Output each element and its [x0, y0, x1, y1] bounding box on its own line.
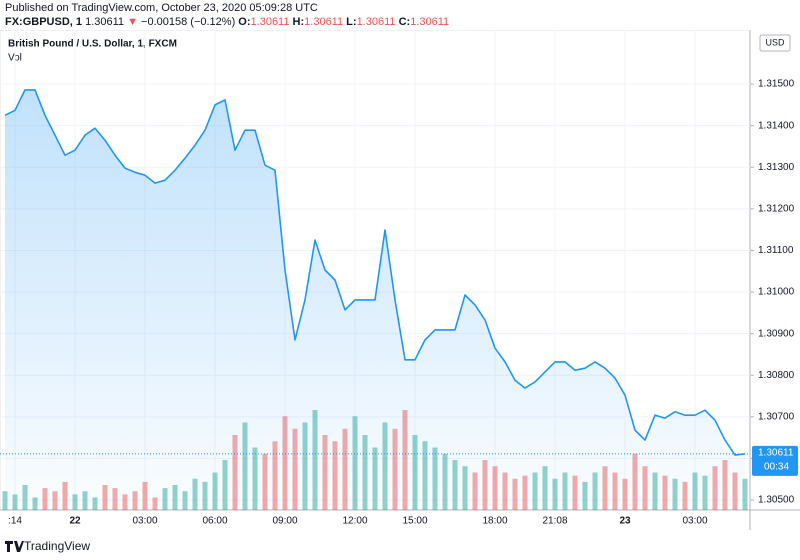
y-tick-label: 1.30800 — [758, 370, 795, 381]
h-label: H: — [292, 16, 305, 28]
y-tick-label: 1.31500 — [758, 79, 795, 90]
change: −0.00158 (−0.12%) — [141, 16, 236, 28]
published-note: Published on TradingView.com, October 23… — [5, 2, 318, 14]
o-label: O: — [238, 16, 251, 28]
x-tick-label: 03:00 — [132, 516, 157, 527]
price: 1.30611 — [85, 16, 125, 28]
symbol-bar: FX:GBPUSD, 1 1.30611 ▼ −0.00158 (−0.12%)… — [5, 16, 449, 28]
last-price-label: 1.30611 — [758, 447, 794, 458]
y-tick-label: 1.30700 — [758, 411, 795, 422]
y-tick-label: 1.31300 — [758, 162, 795, 173]
x-tick-label: 23 — [619, 516, 631, 527]
y-tick-label: 1.31400 — [758, 120, 795, 131]
x-tick-label: 12:00 — [342, 516, 367, 527]
l-label: L: — [346, 16, 357, 28]
y-tick-label: 1.31100 — [758, 245, 794, 256]
close: 1.30611 — [410, 16, 450, 28]
y-tick-label: 1.30500 — [758, 495, 795, 506]
countdown: 00:34 — [764, 461, 789, 472]
low: 1.30611 — [356, 16, 396, 28]
brand-logo — [5, 541, 24, 552]
currency: USD — [765, 37, 785, 47]
c-label: C: — [398, 16, 411, 28]
x-tick-label: 03:00 — [682, 516, 707, 527]
x-tick-label: :14 — [8, 516, 22, 527]
price-line — [4, 89, 746, 456]
brand: TradingView — [24, 539, 91, 553]
x-tick-label: 18:00 — [482, 516, 507, 527]
x-tick-label: 09:00 — [272, 516, 297, 527]
high: 1.30611 — [304, 16, 344, 28]
symbol: FX:GBPUSD, 1 — [5, 16, 83, 28]
y-tick-label: 1.31200 — [758, 203, 795, 214]
x-tick-label: 06:00 — [202, 516, 227, 527]
arrow: ▼ — [127, 16, 138, 28]
last-price-box — [752, 445, 798, 476]
chart: British Pound / U.S. Dollar, 1, FXCM Vol… — [0, 30, 800, 530]
y-tick-label: 1.31000 — [758, 287, 795, 298]
open: 1.30611 — [250, 16, 290, 28]
x-tick-label: 15:00 — [402, 516, 427, 527]
x-tick-label: 22 — [69, 516, 81, 527]
series-legend: British Pound / U.S. Dollar, 1, FXCM — [8, 39, 177, 50]
currency-box — [759, 34, 791, 52]
x-tick-label: 21:08 — [542, 516, 567, 527]
y-tick-label: 1.30900 — [758, 328, 795, 339]
